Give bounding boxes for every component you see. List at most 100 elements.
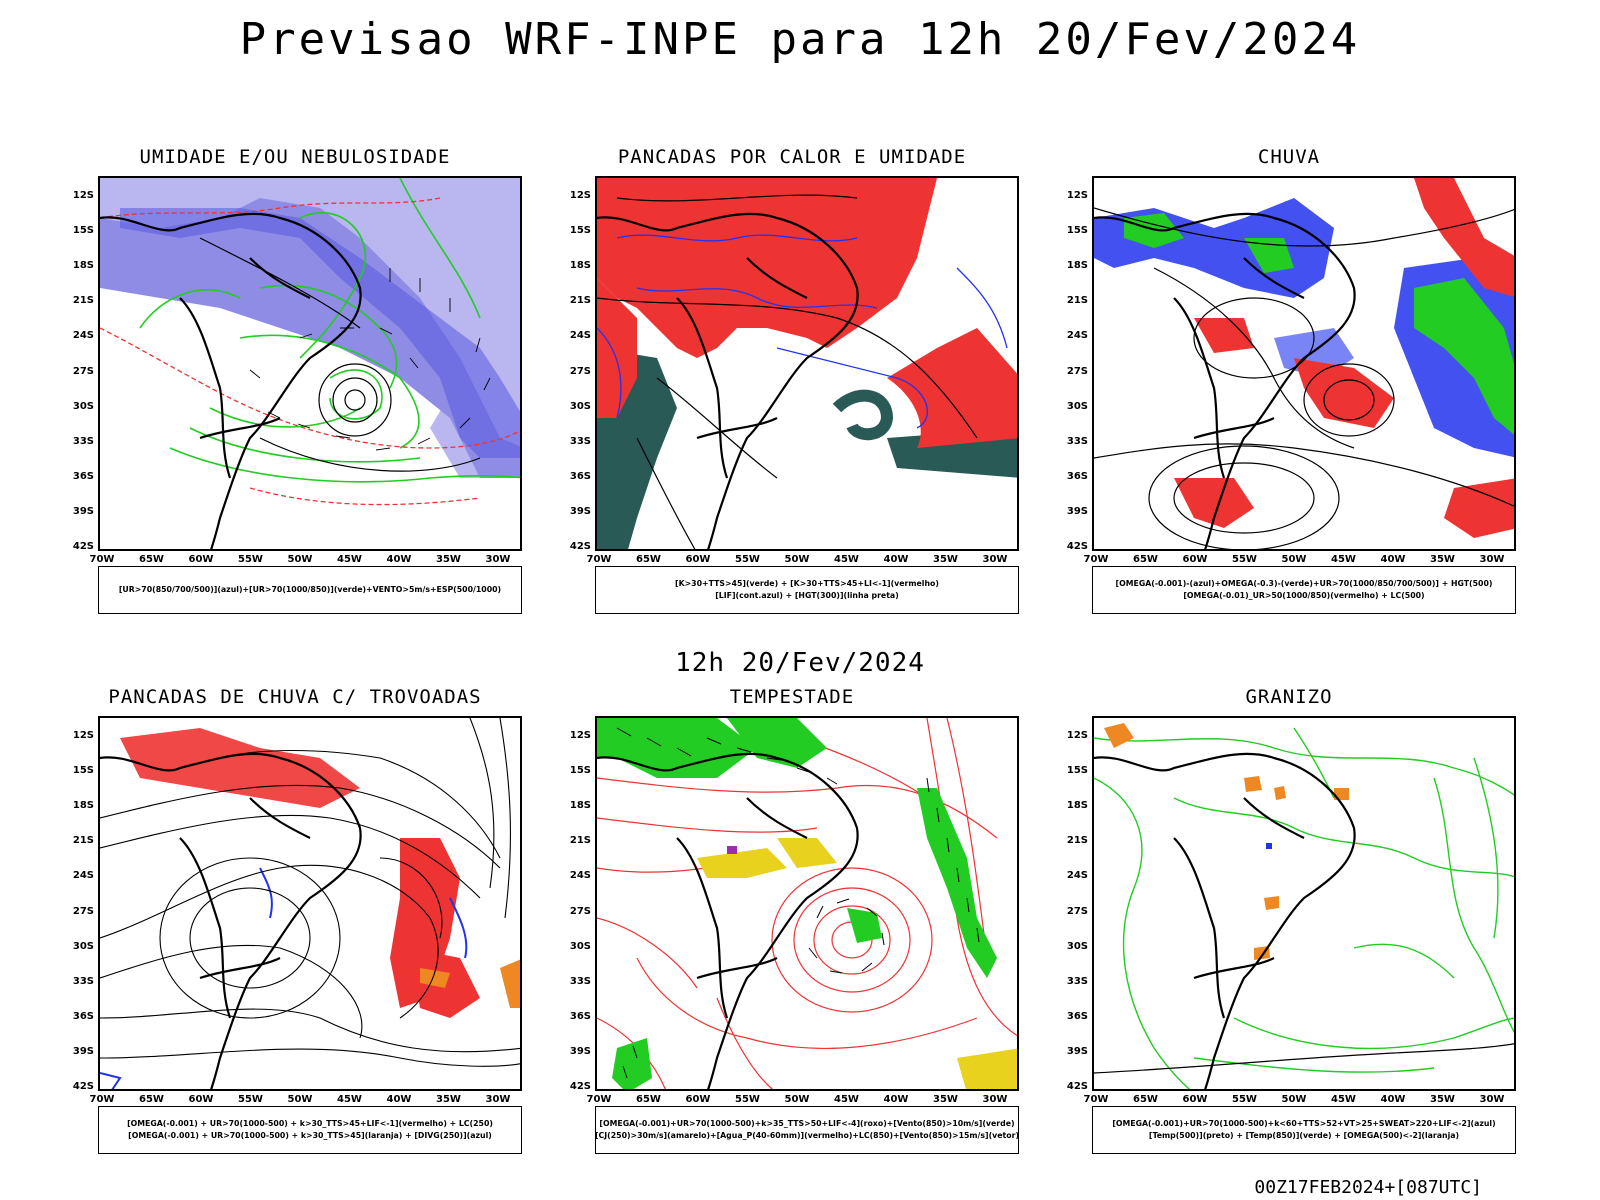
latitude-label: 24S	[569, 330, 591, 342]
longitude-label: 45W	[834, 554, 859, 565]
panel-pancadas-trovoadas: PANCADAS DE CHUVA C/ TROVOADAS 12S 15S 18S…	[60, 686, 530, 1166]
longitude-label: 70W	[586, 1094, 612, 1105]
panel-umidade: UMIDADE E/OU NEBULOSIDADE 12S 15S 18S 21S 24…	[60, 146, 530, 626]
longitude-label: 30W	[485, 554, 511, 565]
longitude-label: 55W	[1232, 1094, 1257, 1105]
longitude-label: 70W	[1083, 1094, 1109, 1105]
red-thickness-contours	[100, 197, 520, 506]
longitude-label: 70W	[1083, 554, 1109, 565]
longitude-label: 60W	[685, 1094, 711, 1105]
longitude-label: 55W	[735, 1094, 760, 1105]
purple-storm-area	[727, 846, 737, 854]
forecast-map	[1092, 176, 1516, 551]
latitude-label: 30S	[72, 400, 94, 412]
panel-title: GRANIZO	[1245, 686, 1333, 708]
latitude-label: 15S	[569, 765, 591, 777]
latitude-label: 18S	[72, 260, 94, 272]
latitude-label: 12S	[72, 730, 94, 741]
longitude-label: 40W	[386, 1094, 412, 1105]
panel-title: CHUVA	[1257, 146, 1321, 168]
green-wind-area	[597, 718, 997, 1089]
latitude-label: 21S	[1066, 835, 1088, 847]
latitude-label: 18S	[1066, 260, 1088, 272]
legend-line: [LIF](cont.azul) + [HGT(300)](linha pret…	[715, 591, 899, 600]
panel-legend: [UR>70(850/700/500)](azul)+[UR>70(1000/8…	[98, 566, 522, 614]
blue-hail-area	[1266, 843, 1272, 849]
latitude-label: 30S	[1066, 400, 1088, 412]
streamlines	[100, 718, 520, 1067]
panel-legend: [OMEGA(-0.001) + UR>70(1000-500) + k>30_…	[98, 1106, 522, 1154]
forecast-map	[98, 176, 522, 551]
red-convection-area	[120, 728, 480, 1018]
latitude-label: 39S	[569, 1045, 591, 1057]
longitude-label: 55W	[238, 554, 263, 565]
panel-title: PANCADAS DE CHUVA C/ TROVOADAS	[108, 686, 482, 708]
coastline-borders	[597, 752, 859, 1089]
latitude-label: 27S	[72, 905, 94, 917]
longitude-label: 55W	[1232, 554, 1257, 565]
latitude-label: 18S	[1066, 800, 1088, 812]
longitude-label: 60W	[1182, 1094, 1208, 1105]
latitude-label: 21S	[72, 295, 94, 307]
longitude-label: 35W	[436, 1094, 461, 1105]
latitude-label: 36S	[72, 470, 94, 482]
yellow-jet-area	[697, 838, 1017, 1089]
latitude-label: 30S	[1066, 940, 1088, 952]
coastline-borders	[100, 752, 362, 1089]
longitude-label: 35W	[933, 554, 958, 565]
latitude-label: 12S	[569, 190, 591, 201]
latitude-label: 21S	[1066, 295, 1088, 307]
latitude-label: 27S	[1066, 365, 1088, 377]
run-timestamp: 00Z17FEB2024+[087UTC]	[1254, 1177, 1482, 1198]
legend-line: [OMEGA(-0.001)+UR>70(1000-500)+k>35_TTS>…	[599, 1119, 1015, 1128]
longitude-label: 55W	[238, 1094, 263, 1105]
latitude-label: 42S	[72, 541, 94, 552]
longitude-label: 35W	[1430, 1094, 1455, 1105]
panel-pancadas-calor: PANCADAS POR CALOR E UMIDADE 12S 15S 18S 21…	[557, 146, 1027, 626]
forecast-map	[595, 176, 1019, 551]
longitude-label: 55W	[735, 554, 760, 565]
latitude-label: 39S	[72, 505, 94, 517]
forecast-map	[1092, 716, 1516, 1091]
panel-legend: [OMEGA(-0.001)+UR>70(1000-500)+k<60+TTS>…	[1092, 1106, 1516, 1154]
longitude-label: 60W	[1182, 554, 1208, 565]
green-omega-area	[1124, 213, 1514, 435]
longitude-label: 70W	[89, 554, 115, 565]
latitude-label: 12S	[1066, 190, 1088, 201]
coastline-borders	[100, 212, 362, 549]
longitude-label: 45W	[337, 554, 362, 565]
longitude-label: 50W	[1281, 554, 1307, 565]
latitude-label: 12S	[72, 190, 94, 201]
latitude-label: 30S	[569, 400, 591, 412]
panel-legend: [K>30+TTS>45](verde) + [K>30+TTS>45+LI<-…	[595, 566, 1019, 614]
orange-area	[420, 959, 520, 1008]
longitude-label: 40W	[883, 554, 909, 565]
latitude-label: 18S	[72, 800, 94, 812]
panel-tempestade: TEMPESTADE 12S 15S 18S 21S 24S 27S 30S 33S 36S 39…	[557, 686, 1027, 1166]
longitude-label: 30W	[982, 1094, 1008, 1105]
latitude-label: 36S	[72, 1010, 94, 1022]
coastline-borders	[1094, 212, 1356, 549]
latitude-label: 18S	[569, 260, 591, 272]
longitude-label: 30W	[485, 1094, 511, 1105]
legend-line: [K>30+TTS>45](verde) + [K>30+TTS>45+LI<-…	[675, 579, 939, 588]
latitude-label: 33S	[1066, 975, 1088, 987]
latitude-label: 15S	[1066, 765, 1088, 777]
black-pressure-contours	[199, 237, 481, 472]
longitude-label: 50W	[1281, 1094, 1307, 1105]
longitude-label: 60W	[685, 554, 711, 565]
latitude-label: 36S	[1066, 1010, 1088, 1022]
latitude-label: 15S	[1066, 225, 1088, 237]
longitude-label: 65W	[636, 554, 661, 565]
longitude-label: 30W	[1479, 554, 1505, 565]
latitude-label: 36S	[1066, 470, 1088, 482]
longitude-label: 50W	[287, 1094, 313, 1105]
coastline-borders	[597, 212, 859, 549]
longitude-label: 45W	[337, 1094, 362, 1105]
legend-line: [OMEGA(-0.01)_UR>50(1000/850)(vermelho) …	[1183, 591, 1425, 600]
longitude-label: 45W	[1331, 554, 1356, 565]
blue-divergence	[100, 867, 468, 1089]
green-temp850-contours	[1094, 727, 1514, 1089]
latitude-label: 42S	[569, 541, 591, 552]
longitude-label: 65W	[1133, 554, 1158, 565]
